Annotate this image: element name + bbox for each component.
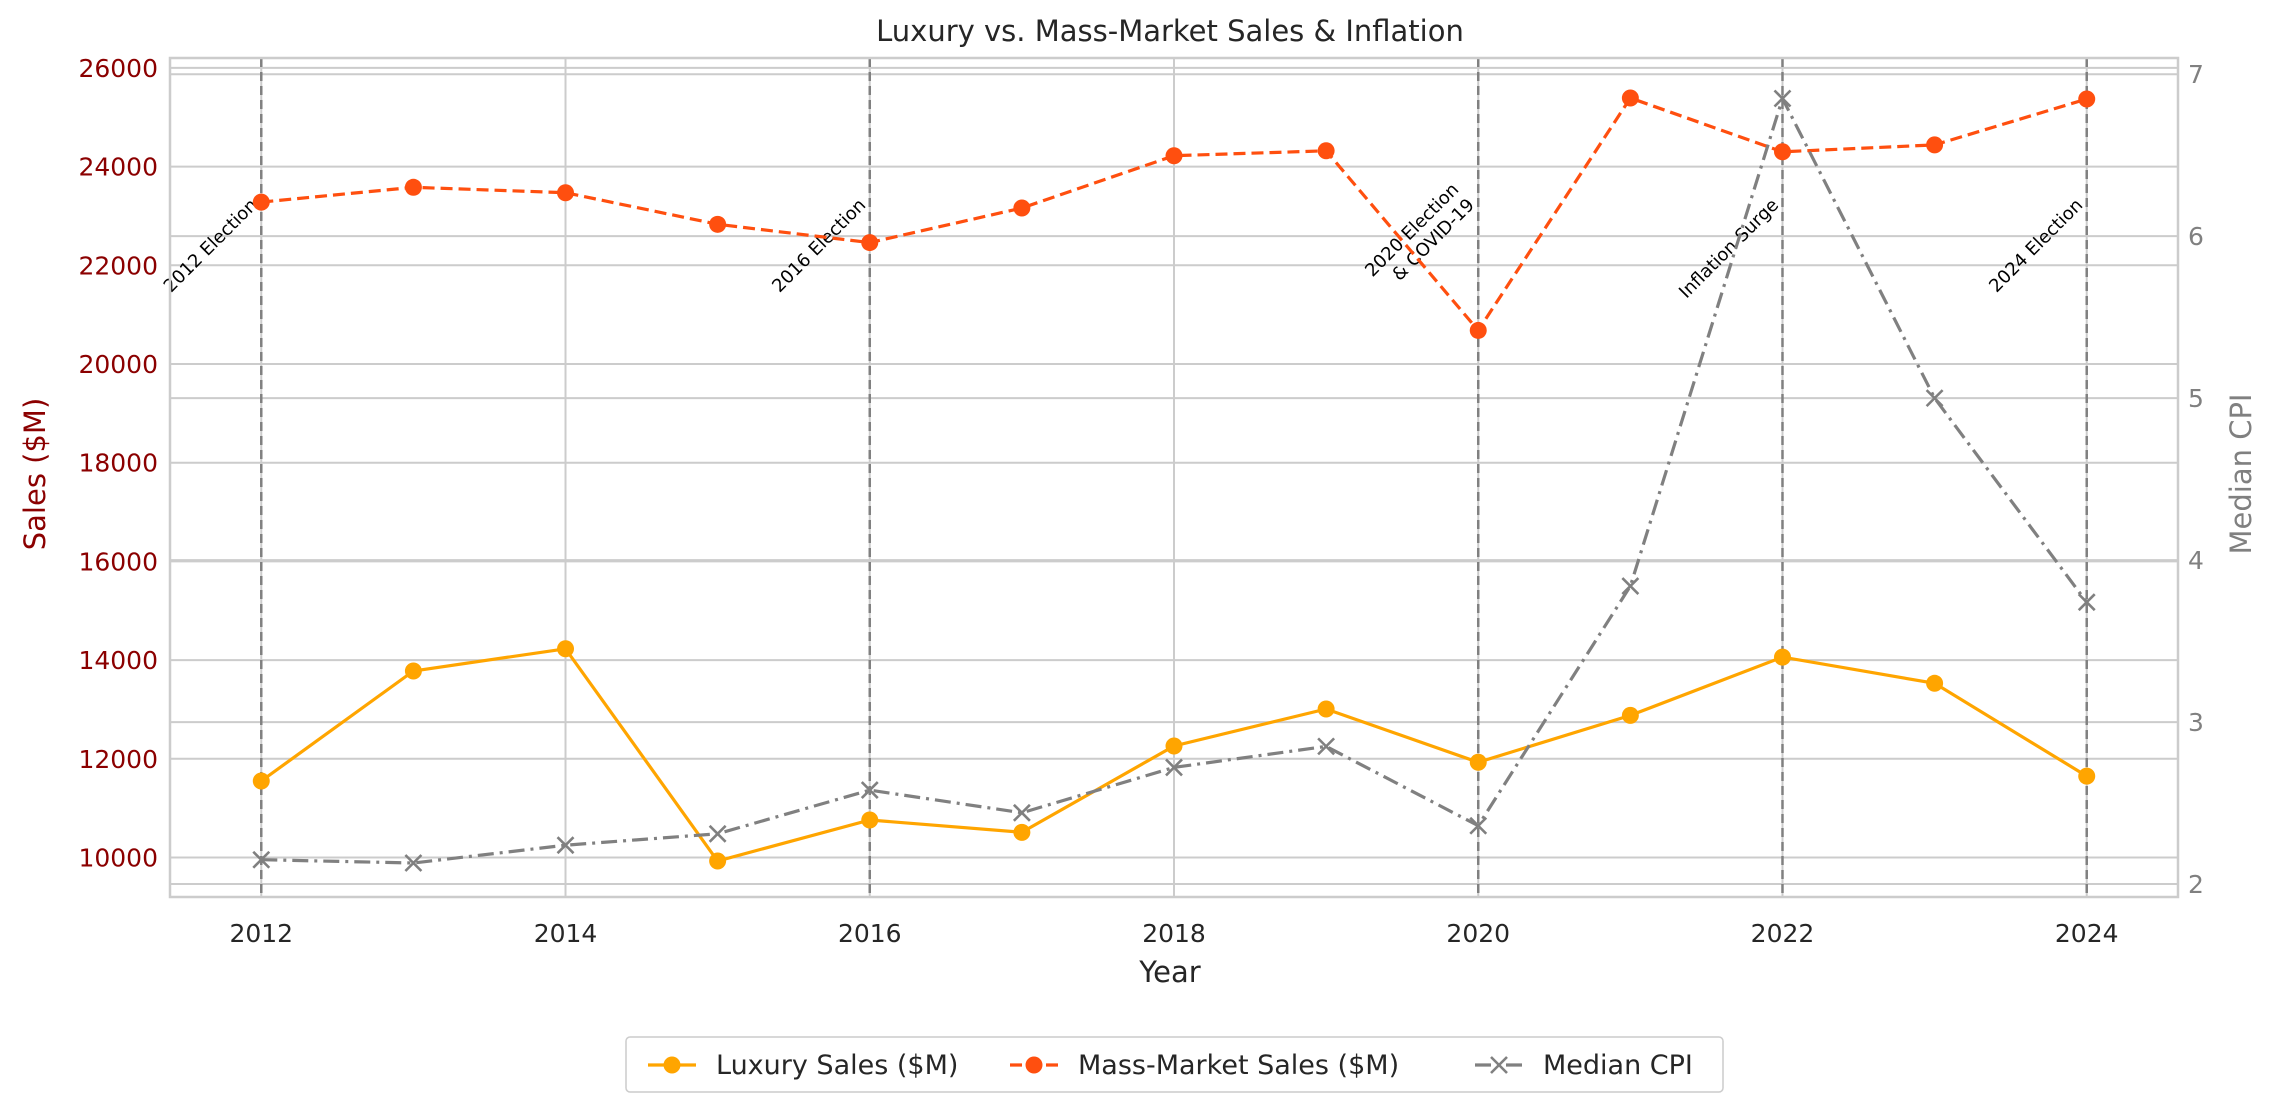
data-point [1469, 753, 1487, 771]
y-left-tick-label: 26000 [78, 54, 158, 83]
event-annotation: 2024 Election [1985, 195, 2087, 297]
legend-frame [625, 1036, 1724, 1093]
data-point-stroke [556, 836, 575, 855]
legend-marker [1490, 1056, 1508, 1074]
x-axis-title: Year [1138, 955, 1200, 989]
data-point-stroke [2077, 593, 2096, 612]
data-point-stroke [708, 824, 727, 843]
y-left-tick-label: 14000 [78, 646, 158, 675]
data-point [1317, 700, 1335, 718]
data-point-stroke [1925, 389, 1944, 408]
legend-label: Luxury Sales ($M) [716, 1050, 958, 1081]
x-tick-label: 2020 [1446, 919, 1510, 948]
data-point [709, 215, 727, 233]
y-right-tick-label: 7 [2188, 60, 2204, 89]
data-point-stroke [1773, 89, 1792, 108]
series-layer [252, 89, 2096, 872]
y-right-tick-label: 2 [2188, 870, 2204, 899]
data-point-stroke [1165, 758, 1183, 777]
x-tick-label: 2022 [1751, 919, 1815, 948]
data-point-stroke [1469, 816, 1488, 835]
y-axis-right-title: Median CPI [2224, 394, 2258, 555]
data-point [1621, 577, 1640, 595]
data-point [1773, 89, 1792, 108]
data-point [1621, 706, 1639, 724]
data-point [1013, 823, 1031, 841]
data-point [1926, 136, 1944, 154]
data-point [1317, 142, 1335, 160]
y-left-tick-label: 24000 [78, 153, 158, 182]
y-right-tick-label: 3 [2188, 708, 2204, 737]
y-left-tick-label: 18000 [78, 449, 158, 478]
data-point [557, 184, 575, 202]
data-point-stroke [860, 781, 879, 800]
legend-marker [1025, 1056, 1043, 1074]
data-point [709, 852, 727, 870]
data-point [861, 234, 879, 252]
data-point [1013, 199, 1031, 217]
data-point [404, 178, 422, 196]
data-point [1773, 143, 1791, 161]
data-point-stroke [404, 854, 423, 872]
data-point [860, 781, 879, 800]
data-point [861, 811, 879, 829]
grid-lines [170, 58, 2178, 897]
data-point [1773, 648, 1791, 666]
x-tick-label: 2012 [229, 919, 293, 948]
data-point [252, 850, 271, 869]
data-point [2078, 90, 2096, 108]
data-point-stroke [1012, 803, 1031, 822]
data-point [404, 854, 423, 872]
data-point [1469, 816, 1488, 835]
data-point-stroke [1621, 577, 1640, 595]
legend-label: Mass-Market Sales ($M) [1078, 1050, 1399, 1081]
y-axis-left: 10000 12000 14000 16000 18000 20000 22000 24000… [78, 54, 158, 873]
plot-frame [168, 56, 2180, 899]
data-point [1621, 89, 1639, 107]
legend-label: Median CPI [1543, 1050, 1693, 1081]
y-axis-right: 2 3 4 5 6 7 [2188, 60, 2204, 899]
data-point [708, 824, 727, 843]
data-point [556, 836, 575, 855]
x-tick-label: 2014 [534, 919, 598, 948]
y-axis-left-title: Sales ($M) [18, 398, 52, 551]
chart-title: Luxury vs. Mass-Market Sales & Inflation [876, 14, 1464, 48]
x-tick-label: 2016 [838, 919, 902, 948]
event-annotation: Inflation Surge [1675, 195, 1783, 303]
data-point [1469, 321, 1487, 339]
data-point [1012, 803, 1031, 822]
y-right-tick-label: 4 [2188, 546, 2204, 575]
data-point-stroke [1317, 737, 1336, 756]
y-left-tick-label: 16000 [78, 547, 158, 576]
x-tick-label: 2018 [1142, 919, 1206, 948]
x-axis: 2012 2014 2016 2018 2020 2022 2024 [229, 919, 2118, 948]
event-annotation: 2012 Election [160, 195, 262, 297]
data-point [1165, 147, 1183, 165]
y-right-tick-label: 6 [2188, 222, 2204, 251]
data-point [2077, 593, 2096, 612]
data-point [1925, 389, 1944, 408]
data-point [1926, 674, 1944, 692]
data-point-stroke [252, 850, 271, 869]
data-point [2078, 767, 2096, 785]
y-left-tick-label: 10000 [78, 844, 158, 873]
data-point [1165, 737, 1183, 755]
event-annotation: 2016 Election [768, 195, 870, 297]
legend-marker [663, 1056, 681, 1074]
event-markers: 2012 Election 2016 Election 2020 Election&… [160, 58, 2088, 897]
data-point [252, 193, 270, 211]
data-point [1165, 758, 1183, 777]
data-point [404, 662, 422, 680]
data-point [557, 640, 575, 658]
legend: Luxury Sales ($M) Mass-Market Sales ($M) M… [625, 1036, 1724, 1093]
data-point [252, 772, 270, 790]
y-right-tick-label: 5 [2188, 384, 2204, 413]
data-point [1317, 737, 1336, 756]
x-tick-label: 2024 [2055, 919, 2119, 948]
y-left-tick-label: 12000 [78, 745, 158, 774]
y-left-tick-label: 20000 [78, 350, 158, 379]
y-left-tick-label: 22000 [78, 251, 158, 280]
